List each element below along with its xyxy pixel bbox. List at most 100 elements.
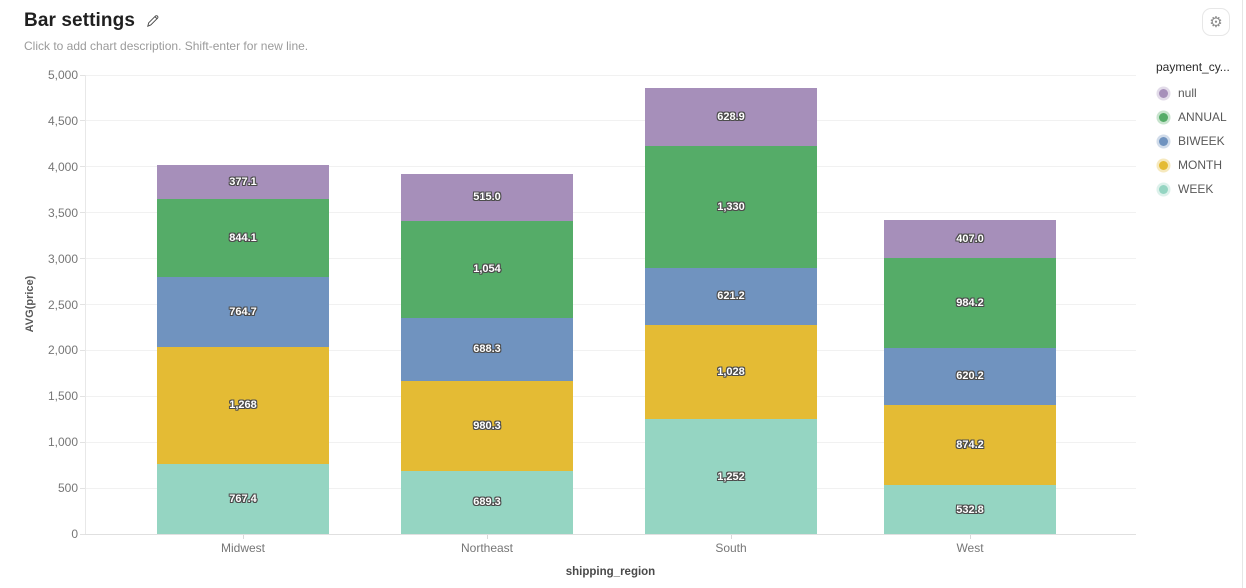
bar-segment-label: 874.2 [956, 438, 984, 451]
bar-segment-label: 1,268 [229, 399, 257, 412]
pencil-icon[interactable] [145, 13, 161, 29]
bar-segment[interactable]: 1,028 [645, 324, 817, 420]
page-title[interactable]: Bar settings [24, 10, 136, 31]
y-tick-mark [80, 349, 85, 351]
bar-segment-label: 515.0 [473, 191, 501, 204]
y-tick-mark [80, 304, 85, 305]
bar-segment[interactable]: 628.9 [645, 87, 817, 146]
bar-segment-label: 767.4 [229, 492, 257, 505]
legend-item[interactable]: ANNUAL [1156, 110, 1242, 124]
bar-segment-label: 407.0 [956, 232, 984, 245]
bar-segment-label: 620.2 [956, 370, 984, 383]
y-tick-label: 0 [71, 527, 78, 541]
bar-segment-label: 688.3 [473, 343, 501, 356]
bar-segment[interactable]: 844.1 [157, 199, 329, 277]
gridline [85, 166, 1136, 168]
bar-segment-label: 689.3 [473, 496, 501, 509]
legend-swatch-icon [1159, 112, 1168, 122]
legend-item-label: ANNUAL [1178, 110, 1227, 124]
y-tick-mark [80, 395, 85, 397]
bar-segment[interactable]: 874.2 [884, 404, 1056, 486]
gridline [85, 441, 1136, 443]
y-tick-label: 2,500 [47, 297, 78, 312]
legend: payment_cy... null ANNUAL BIWEEK MONTH WEEK [1156, 60, 1242, 206]
x-tick-label: West [956, 541, 984, 555]
bar-segment-label: 532.8 [956, 503, 984, 516]
y-axis-title: AVG(price) [24, 275, 36, 333]
bar-segment[interactable]: 532.8 [884, 485, 1056, 534]
y-tick-label: 5,000 [47, 68, 78, 82]
legend-item-label: WEEK [1178, 182, 1214, 196]
bar-segment[interactable]: 1,268 [157, 347, 329, 464]
y-tick-mark [80, 120, 85, 122]
bar-segment-label: 377.1 [229, 176, 257, 189]
y-tick-mark [80, 441, 85, 443]
legend-item[interactable]: BIWEEK [1156, 134, 1242, 148]
x-tick-label: Northeast [460, 541, 514, 555]
bar-segment-label: 621.2 [717, 290, 745, 303]
x-tick-mark [243, 535, 244, 539]
bar-segment[interactable]: 689.3 [401, 470, 573, 534]
gridline [85, 304, 1136, 305]
bar-segment-label: 1,252 [717, 470, 745, 483]
bar-segment[interactable]: 621.2 [645, 267, 817, 325]
gridline [85, 120, 1136, 122]
gridline [85, 349, 1136, 351]
x-tick-mark [487, 535, 488, 539]
legend-item-label: BIWEEK [1178, 134, 1225, 148]
legend-item[interactable]: WEEK [1156, 182, 1242, 196]
y-tick-label: 1,500 [47, 389, 78, 404]
chart-description-placeholder[interactable]: Click to add chart description. Shift-en… [24, 39, 309, 53]
y-tick-label: 1,000 [47, 435, 78, 450]
y-tick-mark [80, 212, 85, 214]
x-tick-label: South [715, 541, 747, 555]
bar-segment[interactable]: 980.3 [401, 380, 573, 471]
chart-settings-button[interactable]: ⚙ [1202, 8, 1230, 36]
x-axis-line [85, 534, 1136, 535]
y-tick-label: 4,500 [47, 113, 78, 128]
legend-swatch-icon [1159, 88, 1168, 98]
y-tick-label: 3,500 [47, 205, 78, 220]
legend-items: null ANNUAL BIWEEK MONTH WEEK [1156, 86, 1242, 196]
y-tick-mark [80, 487, 85, 489]
bar-segment[interactable]: 1,330 [645, 145, 817, 268]
x-tick-mark [970, 535, 971, 539]
header: Bar settings Click to add chart descript… [24, 10, 308, 53]
y-tick-mark [80, 533, 85, 535]
panel-divider [1242, 0, 1243, 588]
x-axis-title: shipping_region [565, 566, 656, 578]
bar-segment-label: 844.1 [229, 232, 257, 245]
bar-segment-label: 1,330 [717, 200, 745, 213]
bar-segment[interactable]: 1,252 [645, 419, 817, 534]
legend-item[interactable]: MONTH [1156, 158, 1242, 172]
bar-segment[interactable]: 984.2 [884, 257, 1056, 348]
bar-segment[interactable]: 620.2 [884, 347, 1056, 405]
bar-segment-label: 1,028 [717, 365, 745, 378]
bar-segment-label: 1,054 [473, 263, 501, 276]
bar-segment[interactable]: 688.3 [401, 317, 573, 381]
gridline [85, 395, 1136, 397]
legend-title: payment_cy... [1156, 60, 1230, 74]
gridline [85, 487, 1136, 489]
legend-swatch-icon [1159, 184, 1168, 194]
legend-item[interactable]: null [1156, 86, 1242, 100]
y-tick-label: 4,000 [47, 159, 78, 174]
y-tick-label: 500 [57, 481, 78, 496]
bar-segment[interactable]: 767.4 [157, 463, 329, 534]
bar-segment-label: 628.9 [717, 110, 745, 123]
bar-segment[interactable]: 515.0 [401, 173, 573, 221]
bar-segment-label: 984.2 [956, 296, 984, 309]
gridline [85, 212, 1136, 214]
gridline [85, 74, 1136, 76]
x-tick-label: Midwest [220, 541, 265, 555]
y-tick-label: 2,000 [47, 343, 78, 358]
bar-segment[interactable]: 407.0 [884, 220, 1056, 258]
bar-segment[interactable]: 764.7 [157, 276, 329, 348]
legend-swatch-icon [1159, 160, 1168, 170]
gear-icon: ⚙ [1209, 13, 1223, 31]
legend-item-label: null [1178, 86, 1197, 100]
legend-swatch-icon [1159, 136, 1168, 146]
bar-segment[interactable]: 377.1 [157, 164, 329, 200]
bar-segment[interactable]: 1,054 [401, 220, 573, 318]
